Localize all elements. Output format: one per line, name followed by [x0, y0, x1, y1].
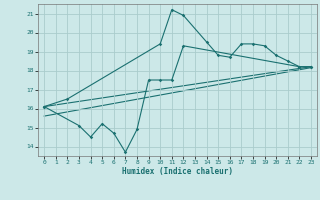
X-axis label: Humidex (Indice chaleur): Humidex (Indice chaleur) [122, 167, 233, 176]
